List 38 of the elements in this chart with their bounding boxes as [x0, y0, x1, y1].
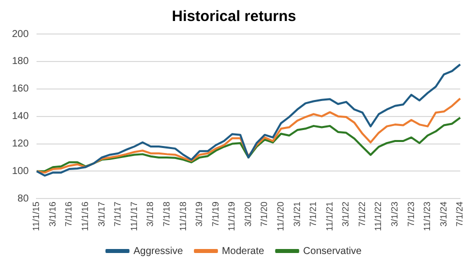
y-tick-label: 160: [12, 84, 30, 95]
x-tick-label: 7/1/19: [210, 202, 220, 227]
legend-label: Moderate: [222, 246, 265, 257]
x-tick-label: 11/1/16: [80, 202, 90, 232]
x-tick-label: 11/1/15: [31, 202, 42, 232]
y-tick-label: 140: [12, 111, 30, 122]
legend-label: Aggressive: [133, 246, 184, 257]
x-tick-label: 11/1/19: [226, 202, 237, 232]
x-tick-label: 11/1/20: [276, 202, 286, 232]
x-tick-label: 3/1/16: [47, 202, 58, 227]
x-tick-label: 3/1/22: [340, 202, 351, 227]
y-tick-label: 80: [18, 193, 30, 204]
x-tick-label: 7/1/18: [161, 202, 172, 227]
x-tick-label: 11/1/17: [128, 202, 139, 232]
x-tick-label: 7/1/16: [64, 202, 74, 227]
x-tick-label: 7/1/23: [406, 202, 416, 227]
x-tick-label: 3/1/23: [390, 202, 400, 227]
y-tick-label: 180: [12, 56, 30, 68]
x-tick-label: 7/1/17: [112, 202, 123, 227]
x-tick-label: 3/1/19: [194, 202, 204, 227]
x-tick-label: 11/1/21: [324, 202, 334, 232]
x-tick-label: 7/1/24: [454, 202, 465, 227]
x-tick-label: 7/1/20: [259, 202, 270, 227]
y-tick-label: 120: [12, 138, 30, 150]
x-tick-label: 3/1/18: [145, 202, 156, 227]
x-tick-label: 11/1/23: [422, 202, 432, 232]
x-tick-label: 7/1/21: [308, 202, 318, 227]
legend-label: Conservative: [303, 246, 362, 257]
x-tick-label: 3/1/20: [242, 202, 253, 227]
y-tick-label: 100: [12, 166, 30, 177]
x-tick-label: 3/1/21: [292, 202, 302, 227]
x-tick-label: 11/1/22: [373, 202, 384, 232]
chart-title: Historical returns: [172, 8, 296, 26]
x-tick-label: 11/1/18: [178, 202, 188, 232]
x-tick-label: 7/1/22: [356, 202, 367, 227]
x-tick-label: 3/1/24: [438, 202, 448, 227]
x-tick-label: 3/1/17: [96, 202, 106, 227]
y-tick-label: 200: [12, 28, 30, 40]
